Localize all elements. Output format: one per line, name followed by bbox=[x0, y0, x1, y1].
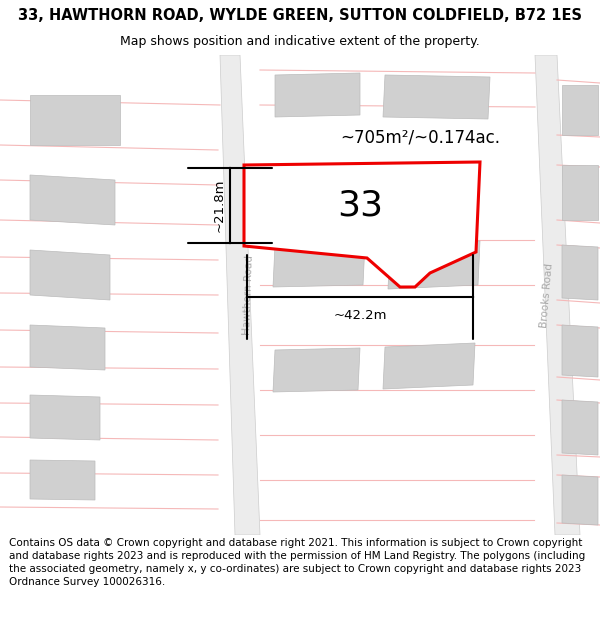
Text: Map shows position and indicative extent of the property.: Map shows position and indicative extent… bbox=[120, 35, 480, 48]
Polygon shape bbox=[30, 250, 110, 300]
Polygon shape bbox=[30, 460, 95, 500]
Polygon shape bbox=[562, 85, 598, 135]
Polygon shape bbox=[562, 475, 598, 525]
Polygon shape bbox=[388, 241, 480, 289]
Polygon shape bbox=[562, 245, 598, 300]
Text: Brooks Road: Brooks Road bbox=[539, 262, 555, 328]
Polygon shape bbox=[562, 400, 598, 455]
Polygon shape bbox=[30, 395, 100, 440]
Text: 33, HAWTHORN ROAD, WYLDE GREEN, SUTTON COLDFIELD, B72 1ES: 33, HAWTHORN ROAD, WYLDE GREEN, SUTTON C… bbox=[18, 8, 582, 23]
Polygon shape bbox=[30, 325, 105, 370]
Text: ~705m²/~0.174ac.: ~705m²/~0.174ac. bbox=[340, 129, 500, 147]
Text: ~42.2m: ~42.2m bbox=[333, 309, 387, 322]
Polygon shape bbox=[562, 325, 598, 377]
Polygon shape bbox=[244, 162, 480, 287]
Text: 33: 33 bbox=[337, 188, 383, 222]
Text: Contains OS data © Crown copyright and database right 2021. This information is : Contains OS data © Crown copyright and d… bbox=[9, 538, 585, 588]
Polygon shape bbox=[30, 175, 115, 225]
Polygon shape bbox=[273, 348, 360, 392]
Polygon shape bbox=[220, 55, 260, 535]
Polygon shape bbox=[273, 243, 365, 287]
Polygon shape bbox=[30, 95, 120, 145]
Polygon shape bbox=[562, 165, 598, 220]
Text: ~21.8m: ~21.8m bbox=[213, 179, 226, 232]
Polygon shape bbox=[383, 75, 490, 119]
Polygon shape bbox=[535, 55, 580, 535]
Polygon shape bbox=[275, 73, 360, 117]
Polygon shape bbox=[383, 343, 475, 389]
Text: Hawthorn Road: Hawthorn Road bbox=[242, 255, 254, 335]
